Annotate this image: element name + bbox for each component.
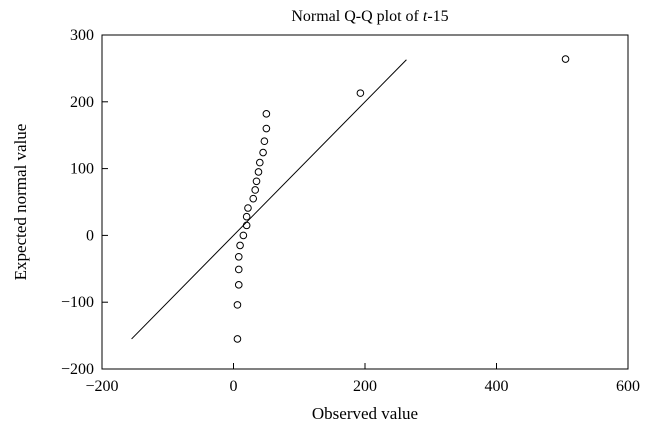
data-point [252,177,261,186]
data-point [233,335,242,343]
x-tick-label: 600 [616,378,640,395]
x-tick-label: 400 [485,378,509,395]
data-point [249,194,258,203]
data-point [561,55,570,63]
data-point [244,204,252,212]
y-axis-ticks: −200 −100 0 100 200 300 [61,27,108,378]
data-point [233,301,242,309]
x-tick-label: 0 [230,378,238,395]
y-tick-label: −200 [61,361,94,378]
data-point [251,186,259,194]
y-axis-label: Expected normal value [11,124,30,281]
data-point [234,252,243,261]
data-point [260,137,269,146]
chart-title-prefix: Normal Q-Q plot of [291,8,423,25]
chart-title-suffix: -15 [427,8,448,25]
y-tick-label: 100 [70,161,94,178]
plot-frame [101,34,629,370]
chart-title-italic: t [423,8,428,25]
data-point [262,110,271,118]
data-point [259,148,267,157]
x-tick-label: 200 [353,378,377,395]
data-points [233,55,570,343]
chart-title: Normal Q-Q plot of t-15 [291,8,448,25]
x-tick-label: −200 [85,378,118,395]
data-point [242,212,251,221]
data-point [356,89,365,97]
data-point [256,158,264,167]
y-tick-label: −100 [61,294,94,311]
data-point [234,281,243,289]
data-point [234,265,243,274]
x-axis-label: Observed value [312,404,418,423]
data-point [236,241,244,250]
y-tick-label: 0 [86,227,94,244]
data-point [242,221,251,230]
reference-line [131,59,407,340]
x-axis-ticks: −200 0 200 400 600 [85,363,640,395]
y-tick-label: 300 [70,27,94,44]
y-tick-label: 200 [70,94,94,111]
data-point [254,168,263,176]
data-point [262,124,271,133]
data-point [239,231,248,240]
